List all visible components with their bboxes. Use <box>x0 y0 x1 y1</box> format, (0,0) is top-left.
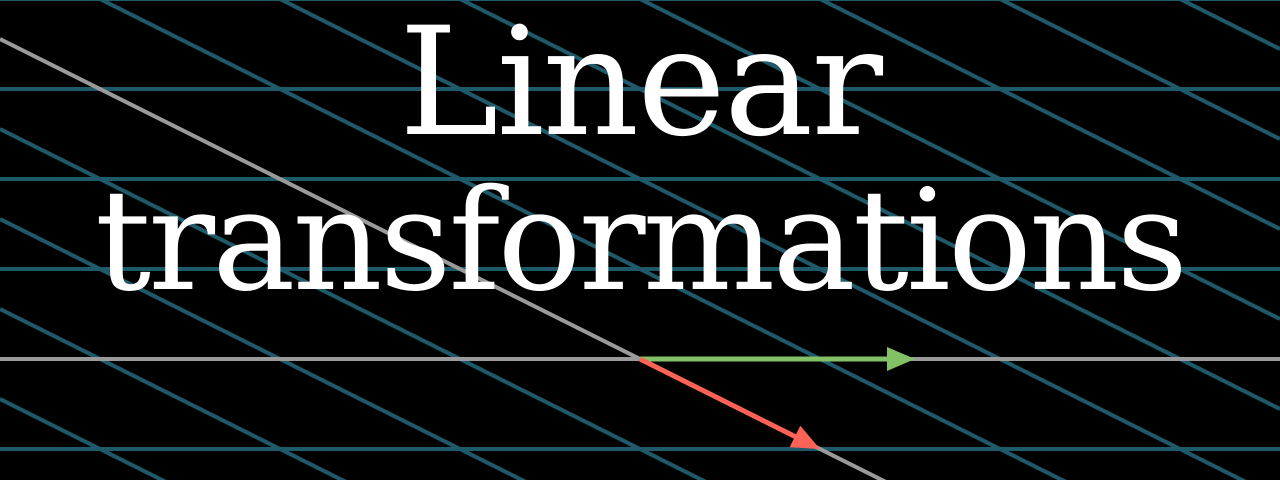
j-hat-vector-arrowhead <box>789 425 820 449</box>
grid-line-slanted <box>0 127 707 480</box>
grid-line-slanted <box>637 0 1280 321</box>
grid-line-slanted <box>997 0 1280 141</box>
title-line-linear: Linear <box>398 0 883 170</box>
grid-line-slanted <box>0 307 347 480</box>
i-hat-vector-arrowhead <box>887 347 915 371</box>
grid-line-slanted <box>817 0 1280 231</box>
title-line-transformations: transformations <box>94 160 1188 323</box>
grid-line-slanted <box>0 217 527 480</box>
grid-line-slanted <box>457 0 1280 411</box>
basis-vectors <box>638 347 915 449</box>
j-hat-vector-shaft <box>638 356 797 439</box>
